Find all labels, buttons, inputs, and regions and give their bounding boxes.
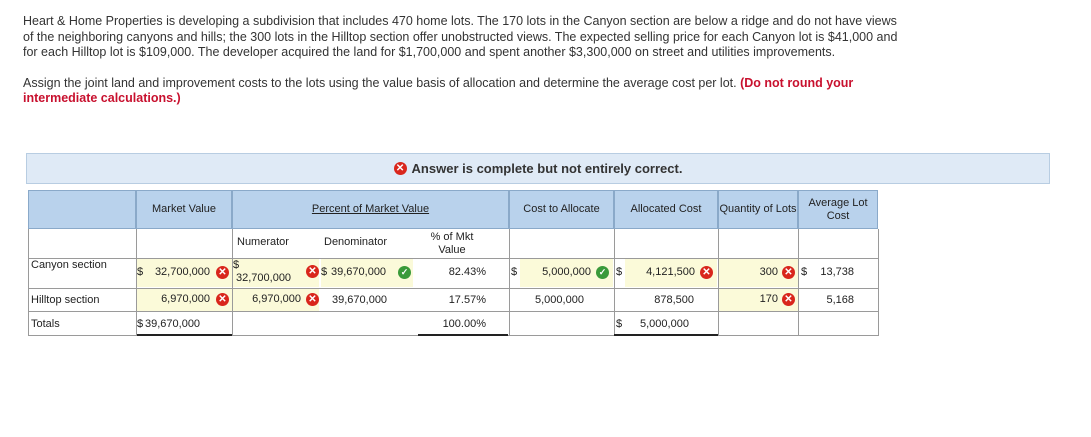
x-circle-icon: ✕ — [306, 293, 319, 306]
hilltop-market-value-field[interactable]: 6,970,000 ✕ — [137, 289, 232, 311]
currency-symbol: $ — [321, 266, 328, 278]
answer-status-banner: ✕ Answer is complete but not entirely co… — [26, 153, 1050, 184]
check-circle-icon: ✓ — [596, 266, 609, 279]
subheader-denominator: Denominator — [324, 236, 387, 248]
header-quantity-of-lots: Quantity of Lots — [718, 190, 798, 229]
canyon-average: 13,738 — [820, 266, 854, 278]
canyon-cost-to-allocate-field[interactable]: 5,000,000 ✓ — [520, 259, 613, 287]
x-circle-icon: ✕ — [782, 266, 795, 279]
x-circle-icon: ✕ — [216, 293, 229, 306]
canyon-cost-to-allocate: 5,000,000 — [542, 266, 591, 278]
problem-paragraph: Heart & Home Properties is developing a … — [23, 14, 898, 59]
hilltop-market-value: 6,970,000 — [161, 293, 210, 305]
row-label-canyon: Canyon section — [31, 259, 107, 271]
hilltop-average: 5,168 — [826, 294, 854, 306]
header-market-value: Market Value — [136, 190, 232, 229]
x-circle-icon: ✕ — [782, 293, 795, 306]
header-cost-to-allocate: Cost to Allocate — [509, 190, 614, 229]
x-circle-icon: ✕ — [700, 266, 713, 279]
hilltop-pct: 17.57% — [448, 294, 486, 306]
canyon-pct: 82.43% — [448, 266, 486, 278]
problem-question: Assign the joint land and improvement co… — [23, 76, 903, 107]
problem-statement: Heart & Home Properties is developing a … — [23, 14, 903, 107]
hilltop-numerator: 6,970,000 — [252, 293, 301, 305]
hilltop-quantity: 170 — [759, 293, 778, 305]
check-circle-icon: ✓ — [398, 266, 411, 279]
subheader-numerator: Numerator — [237, 236, 289, 248]
canyon-allocated-cost: 4,121,500 — [646, 266, 695, 278]
currency-symbol: $ — [511, 266, 518, 278]
canyon-quantity-field[interactable]: 300 ✕ — [719, 259, 798, 287]
header-percent-market-value-label: Percent of Market Value — [311, 203, 430, 215]
canyon-numerator: 32,700,000 — [236, 272, 292, 284]
x-circle-icon: ✕ — [306, 265, 319, 278]
row-label-hilltop: Hilltop section — [31, 294, 100, 306]
totals-pct: 100.00% — [442, 318, 486, 330]
row-label-totals: Totals — [31, 318, 60, 330]
canyon-allocated-cost-field[interactable]: 4,121,500 ✕ — [625, 259, 717, 287]
canyon-market-value-field[interactable]: $ 32,700,000 ✕ — [137, 259, 232, 287]
currency-symbol: $ — [137, 318, 144, 330]
answer-status-text: Answer is complete but not entirely corr… — [411, 161, 683, 176]
canyon-numerator-field[interactable]: $ 32,700,000 ✕ — [233, 259, 319, 287]
canyon-market-value: 32,700,000 — [154, 266, 210, 278]
subheader-pct-mkt-value: % of Mkt Value — [430, 231, 474, 256]
rounding-hint: (Do not round your intermediate calculat… — [23, 75, 854, 106]
totals-allocated-cost: 5,000,000 — [640, 318, 689, 330]
canyon-denominator-field[interactable]: $ 39,670,000 ✓ — [321, 259, 413, 287]
totals-market-value: 39,670,000 — [145, 318, 201, 330]
currency-symbol: $ — [233, 259, 240, 271]
question-text: Assign the joint land and improvement co… — [23, 75, 737, 90]
canyon-denominator: 39,670,000 — [331, 266, 387, 278]
x-circle-icon: ✕ — [216, 266, 229, 279]
hilltop-cost-to-allocate: 5,000,000 — [535, 294, 584, 306]
hilltop-allocated-cost: 878,500 — [654, 294, 694, 306]
hilltop-numerator-field[interactable]: 6,970,000 ✕ — [233, 289, 319, 311]
x-circle-icon: ✕ — [393, 162, 407, 175]
currency-symbol: $ — [616, 318, 623, 330]
canyon-quantity: 300 — [759, 266, 778, 278]
currency-symbol: $ — [616, 266, 623, 278]
currency-symbol: $ — [137, 266, 144, 278]
hilltop-denominator: 39,670,000 — [332, 294, 388, 306]
currency-symbol: $ — [801, 266, 808, 278]
header-percent-market-value: Percent of Market Value — [232, 190, 509, 229]
hilltop-quantity-field[interactable]: 170 ✕ — [719, 289, 798, 311]
header-allocated-cost: Allocated Cost — [614, 190, 718, 229]
header-average-lot-cost: Average Lot Cost — [798, 190, 878, 229]
header-blank — [28, 190, 136, 229]
